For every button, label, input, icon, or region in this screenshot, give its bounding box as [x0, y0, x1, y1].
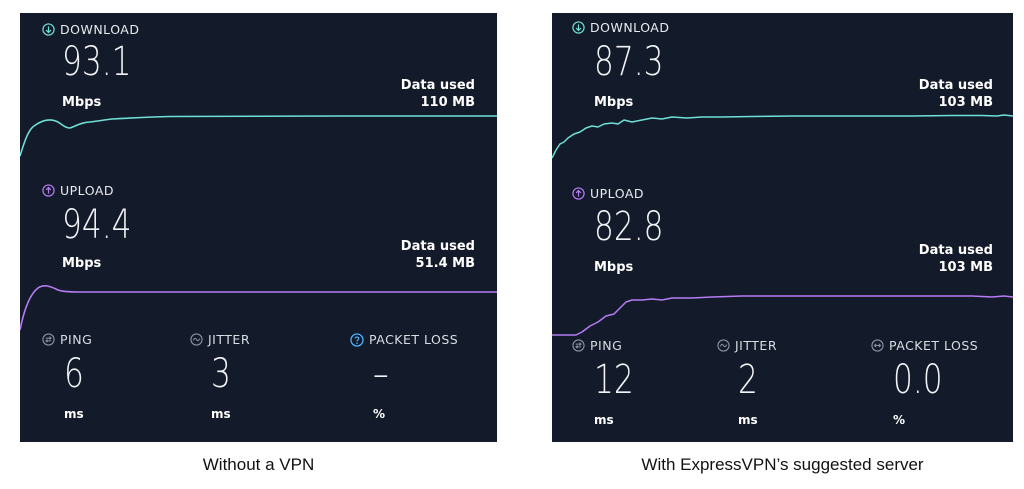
packet-loss-label-text: PACKET LOSS — [889, 338, 979, 353]
download-label: DOWNLOAD — [572, 20, 670, 35]
download-label: DOWNLOAD — [42, 22, 140, 37]
ping-label-text: PING — [590, 338, 623, 353]
download-unit: Mbps — [62, 95, 102, 110]
upload-label-text: UPLOAD — [60, 183, 115, 198]
jitter-unit: ms — [211, 407, 231, 421]
help-circle-icon[interactable] — [350, 332, 364, 347]
download-speed-line — [552, 114, 1013, 159]
upload-data-used-value: 103 MB — [938, 260, 993, 275]
download-speed-graph — [20, 115, 497, 157]
upload-label-text: UPLOAD — [590, 186, 645, 201]
ping-label-text: PING — [60, 332, 93, 347]
ping-value: 12 — [594, 357, 634, 403]
ping-value: 6 — [64, 351, 84, 397]
upload-label: UPLOAD — [572, 186, 644, 201]
upload-speed-graph — [20, 285, 497, 331]
packet-loss-label-text: PACKET LOSS — [369, 332, 459, 347]
download-value: 87.3 — [594, 39, 664, 85]
ping-unit: ms — [64, 407, 84, 421]
upload-value: 82.8 — [594, 204, 664, 250]
download-data-used: Data used 110 MB — [401, 77, 475, 111]
download-data-used-value: 103 MB — [938, 95, 993, 110]
ping-label: PING — [572, 338, 622, 353]
upload-speed-line — [552, 295, 1013, 336]
download-speed-line — [20, 115, 497, 157]
upload-speed-line — [20, 285, 497, 331]
jitter-icon — [717, 339, 730, 352]
jitter-label-text: JITTER — [735, 338, 778, 353]
speedtest-result-panel-no-vpn: DOWNLOAD 93.1 Mbps Data used 110 MB UPLO… — [20, 13, 497, 442]
upload-unit: Mbps — [594, 260, 634, 275]
download-data-used-value: 110 MB — [420, 95, 475, 110]
upload-data-used: Data used 51.4 MB — [401, 238, 475, 272]
jitter-label-text: JITTER — [208, 332, 251, 347]
packet-loss-unit: % — [893, 413, 906, 427]
upload-data-used: Data used 103 MB — [919, 242, 993, 276]
jitter-value: 3 — [211, 351, 231, 397]
jitter-unit: ms — [738, 413, 758, 427]
upload-data-used-label: Data used — [400, 239, 475, 254]
upload-speed-graph — [552, 295, 1013, 336]
jitter-value: 2 — [738, 357, 758, 403]
packet-loss-label: PACKET LOSS — [871, 338, 978, 353]
download-data-used-label: Data used — [918, 78, 993, 93]
packet-loss-label: PACKET LOSS — [350, 332, 458, 347]
download-data-used-label: Data used — [400, 78, 475, 93]
packet-loss-value: 0.0 — [893, 357, 943, 403]
upload-data-used-value: 51.4 MB — [415, 256, 475, 271]
download-data-used: Data used 103 MB — [919, 77, 993, 111]
packet-loss-icon — [871, 339, 884, 352]
ping-label: PING — [42, 332, 92, 347]
upload-label: UPLOAD — [42, 183, 114, 198]
ping-unit: ms — [594, 413, 614, 427]
jitter-label: JITTER — [717, 338, 777, 353]
ping-icon — [42, 333, 55, 346]
upload-arrow-icon — [572, 187, 585, 200]
upload-unit: Mbps — [62, 256, 102, 271]
jitter-label: JITTER — [190, 332, 250, 347]
download-value: 93.1 — [62, 39, 132, 85]
download-unit: Mbps — [594, 95, 634, 110]
jitter-icon — [190, 333, 203, 346]
ping-icon — [572, 339, 585, 352]
caption-without-vpn: Without a VPN — [202, 455, 315, 474]
speedtest-result-panel-expressvpn: DOWNLOAD 87.3 Mbps Data used 103 MB UPLO… — [552, 13, 1013, 442]
upload-arrow-icon — [42, 184, 55, 197]
download-arrow-icon — [42, 23, 55, 36]
download-label-text: DOWNLOAD — [590, 20, 670, 35]
packet-loss-unit: % — [373, 407, 386, 421]
download-speed-graph — [552, 114, 1013, 159]
upload-data-used-label: Data used — [918, 243, 993, 258]
caption-with-expressvpn: With ExpressVPN’s suggested server — [641, 455, 924, 474]
upload-value: 94.4 — [62, 202, 132, 248]
download-arrow-icon — [572, 21, 585, 34]
download-label-text: DOWNLOAD — [60, 22, 140, 37]
packet-loss-value: – — [373, 351, 389, 397]
